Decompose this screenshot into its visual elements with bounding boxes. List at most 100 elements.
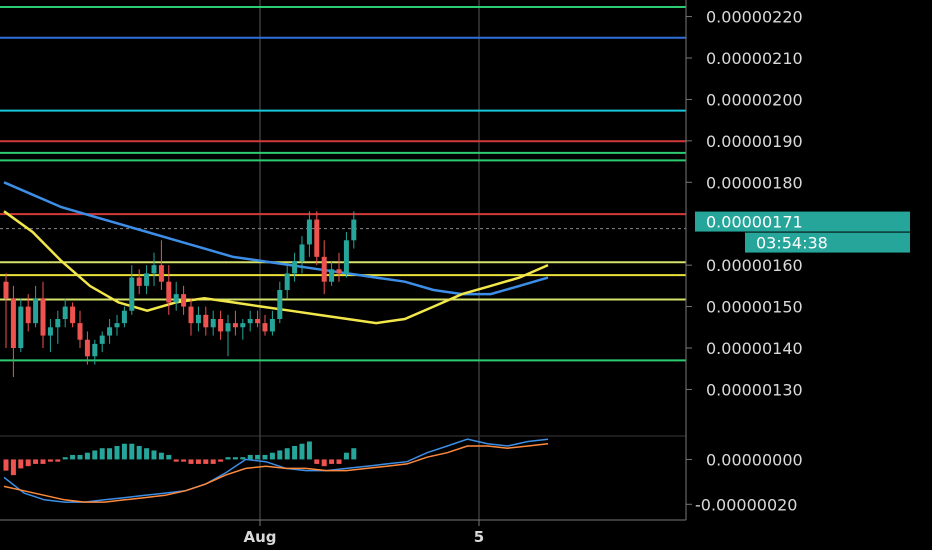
candle-body (166, 281, 172, 303)
candle-body (284, 273, 290, 290)
candle-body (55, 319, 61, 328)
countdown-label: 03:54:38 (756, 234, 828, 253)
macd-histogram-bar (299, 443, 305, 460)
candle-body (47, 327, 53, 336)
macd-histogram-bar (84, 452, 90, 460)
macd-histogram-bar (306, 441, 312, 460)
candle-body (203, 314, 209, 328)
last-price-label: 0.00000171 (706, 213, 803, 232)
candle-body (351, 219, 357, 241)
macd-histogram-bar (55, 459, 61, 462)
macd-histogram-bar (144, 448, 150, 460)
axes: 0.00000220 0.00000210 0.00000200 0.00000190… (0, 0, 910, 546)
macd-histogram-bar (18, 459, 24, 469)
candle-body (321, 256, 327, 282)
last-price-label-bg (695, 211, 910, 232)
candle-body (62, 306, 68, 319)
y-tick-label: 0.00000140 (706, 339, 803, 358)
x-tick-label: Aug (243, 528, 276, 546)
macd-panel (3, 438, 549, 503)
candle-body (92, 343, 98, 357)
macd-histogram-bar (225, 457, 231, 460)
candle-body (343, 240, 349, 274)
macd-histogram-bar (210, 459, 216, 464)
macd-histogram-bar (240, 457, 246, 460)
candle-body (70, 306, 76, 324)
moving-average-line (3, 210, 549, 325)
x-tick-label: 5 (474, 528, 484, 546)
candle-body (247, 319, 253, 324)
y-tick-label: 0.00000210 (706, 49, 803, 68)
candle-body (277, 290, 283, 319)
macd-histogram-bar (188, 459, 194, 464)
candle-body (314, 219, 320, 257)
moving-averages (3, 181, 549, 325)
y-tick-label: 0.00000190 (706, 132, 803, 151)
macd-histogram-bar (247, 454, 253, 460)
macd-histogram-bar (343, 452, 349, 460)
candle-body (262, 323, 268, 332)
macd-histogram-bar (107, 448, 113, 460)
macd-histogram-bar (284, 448, 290, 460)
macd-histogram-bar (292, 445, 298, 460)
candle-body (33, 298, 39, 324)
candle-body (225, 323, 231, 332)
candle-body (158, 265, 164, 282)
macd-histogram-bar (10, 459, 16, 476)
macd-histogram-bar (314, 459, 320, 464)
candle-body (25, 306, 31, 324)
macd-histogram-bar (203, 459, 209, 464)
macd-histogram-bar (336, 459, 342, 464)
macd-histogram-bar (255, 454, 261, 460)
candle-body (114, 323, 120, 328)
countdown-label-bg (745, 232, 910, 253)
candle-body (151, 265, 157, 274)
candle-body (136, 277, 142, 286)
candle-body (329, 269, 335, 282)
candle-body (173, 294, 179, 303)
macd-histogram-bar (351, 448, 357, 460)
candle-body (292, 261, 298, 274)
macd-histogram-bar (3, 459, 9, 471)
macd-histogram-bar (129, 443, 135, 460)
macd-histogram-bar (47, 459, 53, 462)
candlesticks (3, 211, 357, 377)
candle-body (40, 298, 46, 336)
macd-histogram-bar (33, 459, 39, 464)
grid-lines (0, 0, 686, 520)
candle-body (99, 335, 105, 344)
y-tick-label: 0.00000160 (706, 256, 803, 275)
candle-body (144, 273, 150, 286)
candle-body (18, 306, 24, 348)
candle-body (3, 281, 9, 299)
candle-body (255, 319, 261, 324)
moving-average-line (3, 181, 549, 296)
macd-histogram-bar (181, 459, 187, 462)
macd-histogram-bar (321, 459, 327, 467)
macd-histogram-bar (329, 459, 335, 464)
macd-line (3, 438, 549, 503)
candle-body (181, 294, 187, 307)
macd-histogram-bar (70, 454, 76, 460)
candle-body (232, 323, 238, 328)
candle-body (121, 310, 127, 324)
macd-histogram-bar (218, 459, 224, 462)
macd-histogram-bar (166, 454, 172, 460)
y-tick-label: 0.00000150 (706, 298, 803, 317)
macd-histogram-bar (232, 457, 238, 460)
macd-tick-label: 0.00000000 (706, 450, 803, 469)
macd-histogram-bar (77, 454, 83, 460)
candle-body (107, 327, 113, 336)
candle-body (218, 319, 224, 332)
macd-signal-line (3, 442, 549, 503)
macd-histogram-bar (92, 450, 98, 460)
candle-body (210, 319, 216, 328)
macd-histogram-bar (40, 459, 46, 464)
y-tick-label: 0.00000200 (706, 90, 803, 109)
candle-body (188, 306, 194, 324)
macd-histogram-bar (269, 452, 275, 460)
macd-histogram-bar (262, 454, 268, 460)
horizontal-levels (0, 6, 686, 362)
candle-body (129, 277, 135, 311)
